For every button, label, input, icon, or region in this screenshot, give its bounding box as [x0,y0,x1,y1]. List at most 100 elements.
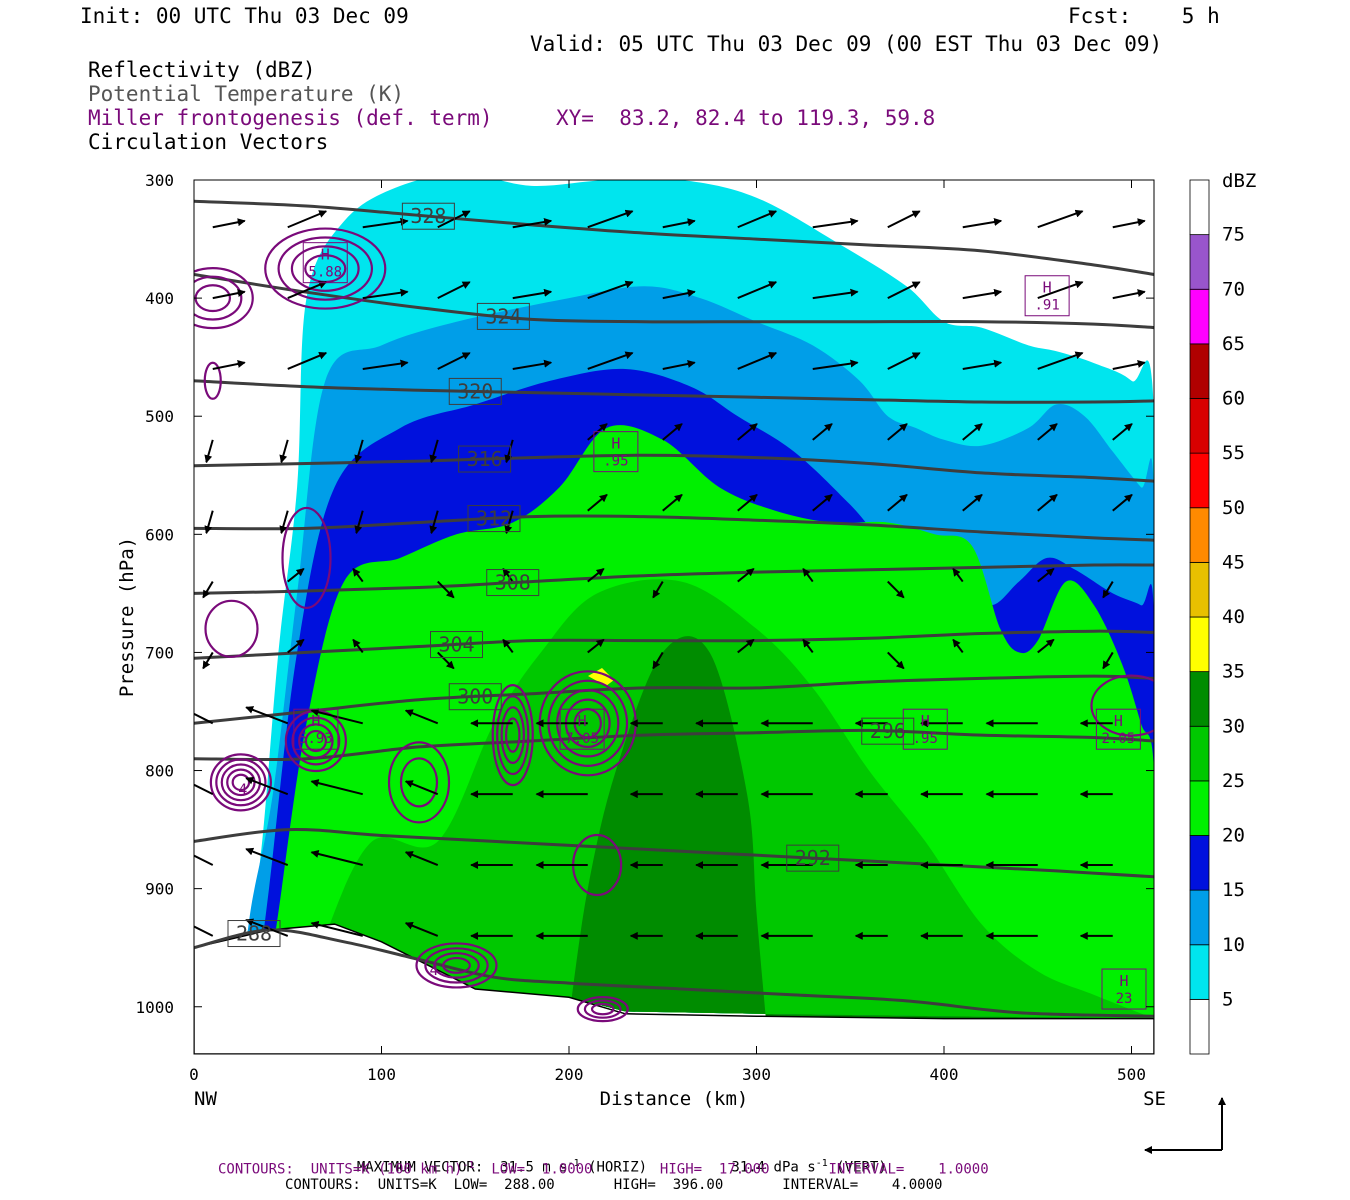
fronto-ring [583,999,622,1019]
circulation-vector [502,567,514,583]
colorbar-swatch [1189,234,1210,290]
x-end-label-right: SE [1143,1088,1166,1110]
axes: 300 400 500 600 700 800 900 1000 0 100 200 300 400 50… [135,171,1154,1084]
circulation-vector [437,210,471,229]
fronto-max-value: 2.05 [1102,731,1136,747]
fronto-max-value: .95 [603,454,628,470]
circulation-vector [362,288,409,300]
fronto-max-value: 5.93 [299,731,333,747]
circulation-vector [812,288,859,300]
circulation-vector [737,281,778,300]
circulation-vector [279,439,289,464]
fronto-max-value: .91 [1034,298,1059,314]
fronto-ring [304,729,327,753]
fronto-ring [1090,674,1154,737]
circulation-vector [354,510,364,535]
circulation-vector [1102,581,1114,599]
fronto-ring [576,996,629,1023]
colorbar: 5 10 15 20 25 30 35 40 45 50 55 60 65 70 75 [1189,179,1245,1055]
theta-label-box [486,569,540,597]
field-circulation-vectors: Circulation Vectors [88,130,329,154]
circulation-vector [204,439,214,464]
colorbar-swatch [1189,561,1210,618]
fronto-max-label: H [1043,279,1052,297]
circulation-vector [952,638,964,654]
circulation-vector [352,638,364,654]
circulation-vector [887,493,908,512]
theta-label-296: 296 [870,719,906,743]
colorbar-level-label: 35 [1222,661,1245,683]
colorbar-swatch [1189,889,1210,946]
theta-label-316: 316 [467,447,503,471]
circulation-vector [812,217,859,229]
colorbar-level-label: 30 [1222,715,1245,737]
fronto-ring [298,723,334,759]
circulation-vector [429,439,439,464]
x-tick-label: 100 [367,1065,396,1084]
fronto-ring [264,227,387,310]
fronto-max-label: H [611,435,620,453]
cross-section-endpoints: XY= 83.2, 82.4 to 119.3, 59.8 [556,106,936,130]
fronto-ring [399,757,439,808]
fronto-ring [415,942,498,989]
fronto-contour-range: LOW= 1.0000 HIGH= 17.000 INTERVAL= 1.000… [491,1161,989,1178]
fronto-contour-label: 4 [238,780,247,798]
theta-label-box [861,717,915,745]
field-frontogenesis: Miller frontogenesis (def. term) [88,106,493,130]
fronto-ring [203,361,222,400]
colorbar-level-label: 45 [1222,551,1245,573]
circulation-vector [287,210,328,229]
theta-label-304: 304 [438,633,474,657]
circulation-vector [652,581,664,599]
x-tick-label: 400 [930,1065,959,1084]
circulation-vector [1112,360,1146,370]
x-axis-label: Distance (km) [600,1088,749,1110]
circulation-vector [1112,423,1133,441]
fronto-ring [204,599,259,658]
fronto-contour-label: 4 [429,961,438,979]
circulation-vector [287,638,305,654]
fronto-ring [194,275,243,321]
colorbar-level-label: 20 [1222,825,1245,847]
circulation-vector [504,439,514,464]
circulation-vector [952,567,964,583]
y-tick-label: 800 [145,762,174,781]
circulation-vector [362,217,409,229]
fronto-ring [291,716,341,766]
fronto-max-box [902,708,948,750]
circulation-vector [212,289,246,300]
colorbar-swatch [1189,398,1210,454]
fronto-max-value: 5.88 [308,265,342,281]
circulation-vector [245,847,289,866]
theta-label-324: 324 [485,304,521,328]
circulation-vector [310,850,363,866]
circulation-vector [194,783,214,796]
circulation-vector [437,281,471,300]
circulation-vector [887,580,905,599]
colorbar-level-label: 55 [1222,442,1245,464]
max-vector-vert-unit: (VERT) [836,1159,887,1176]
colorbar-level-label: 15 [1222,879,1245,901]
y-tick-label: 1000 [135,998,174,1017]
colorbar-swatch [1189,179,1210,236]
colorbar-swatch [1189,343,1210,399]
circulation-vectors [194,209,1146,940]
circulation-vector [1112,218,1146,229]
fronto-contour-units: CONTOURS: UNITS=K (100 km h) [218,1161,463,1178]
circulation-vector [812,423,833,441]
circulation-vector [287,281,328,300]
circulation-vector [212,360,246,370]
circulation-vector [502,638,514,654]
theta-contour-300 [194,674,1154,725]
circulation-vector [310,708,363,725]
fronto-ring [387,741,451,824]
fronto-ring [590,1002,615,1016]
fronto-ring [281,506,332,610]
fronto-max-box [1101,968,1147,1010]
y-tick-label: 600 [145,525,174,544]
theta-label-288: 288 [236,922,272,946]
fronto-ring [424,947,489,984]
circulation-vector [1037,423,1058,441]
reflectivity-fill [194,180,1154,1054]
circulation-vector [512,359,553,370]
